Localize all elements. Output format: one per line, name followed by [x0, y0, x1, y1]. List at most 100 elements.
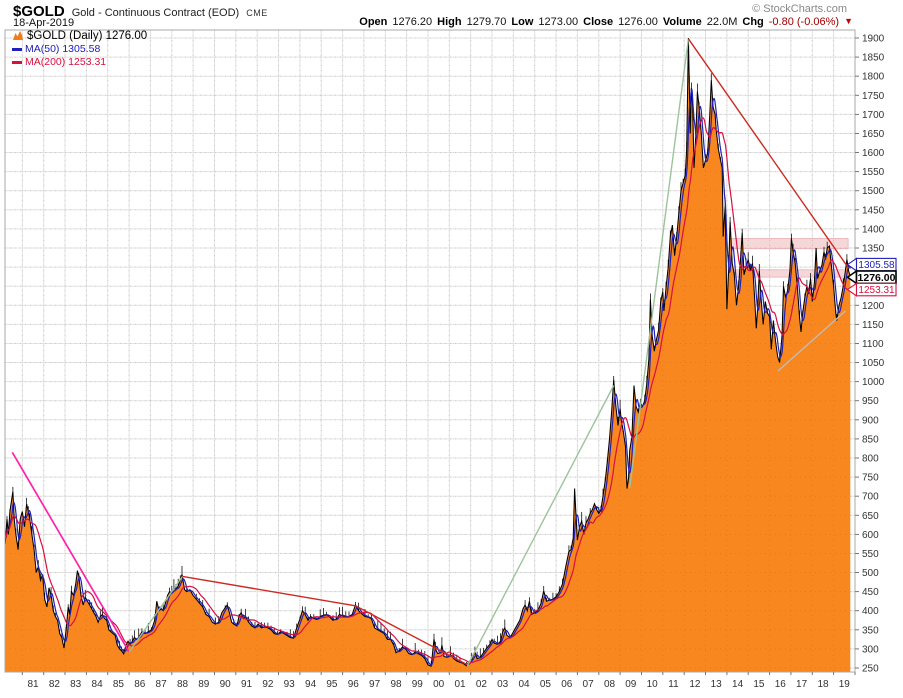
chart-legend: $GOLD (Daily) 1276.00 MA(50) 1305.58 MA(… — [12, 30, 147, 69]
svg-text:09: 09 — [625, 679, 637, 690]
downtrend-2011-2019 — [687, 38, 850, 269]
svg-text:85: 85 — [113, 679, 125, 690]
low-value: 1273.00 — [538, 16, 579, 28]
svg-text:1750: 1750 — [862, 91, 885, 102]
svg-text:1050: 1050 — [862, 358, 885, 369]
svg-text:1253.31: 1253.31 — [858, 285, 895, 296]
svg-text:1000: 1000 — [862, 377, 885, 388]
legend-ma200-label: MA(200) 1253.31 — [25, 56, 107, 68]
ma50-line-swatch — [12, 48, 22, 51]
ma200-line — [5, 117, 851, 663]
downtrend-1980-1985 — [11, 451, 130, 653]
svg-text:1700: 1700 — [862, 110, 885, 121]
svg-text:05: 05 — [540, 679, 552, 690]
svg-text:850: 850 — [862, 434, 879, 445]
high-label: High — [437, 16, 462, 28]
svg-text:1400: 1400 — [862, 224, 885, 235]
svg-text:16: 16 — [775, 679, 787, 690]
svg-text:88: 88 — [177, 679, 189, 690]
legend-price-label: $GOLD (Daily) 1276.00 — [27, 30, 148, 42]
low-label: Low — [511, 16, 534, 28]
change-down-triangle-icon: ▼ — [844, 16, 853, 26]
svg-text:03: 03 — [497, 679, 509, 690]
svg-text:93: 93 — [284, 679, 296, 690]
svg-text:08: 08 — [604, 679, 616, 690]
svg-text:14: 14 — [732, 679, 744, 690]
svg-text:500: 500 — [862, 568, 879, 579]
svg-text:17: 17 — [796, 679, 808, 690]
svg-text:1650: 1650 — [862, 129, 885, 140]
svg-text:99: 99 — [412, 679, 424, 690]
volume-label: Volume — [662, 16, 702, 28]
area-fill — [5, 38, 851, 672]
svg-text:97: 97 — [369, 679, 381, 690]
svg-text:1200: 1200 — [862, 301, 885, 312]
uptrend-2008-2011 — [629, 38, 690, 488]
svg-text:650: 650 — [862, 511, 879, 522]
quote-summary: Open 1276.20 High 1279.70 Low 1273.00 Close… — [359, 16, 853, 28]
svg-text:94: 94 — [305, 679, 317, 690]
svg-text:1305.58: 1305.58 — [858, 260, 895, 271]
svg-text:1900: 1900 — [862, 34, 885, 45]
open-label: Open — [359, 16, 388, 28]
svg-text:89: 89 — [198, 679, 210, 690]
svg-text:400: 400 — [862, 606, 879, 617]
ticker-description: Gold - Continuous Contract (EOD) — [71, 7, 240, 19]
svg-text:86: 86 — [134, 679, 146, 690]
dotted-grid-overlay — [5, 30, 855, 672]
svg-text:1550: 1550 — [862, 167, 885, 178]
svg-text:98: 98 — [390, 679, 402, 690]
copyright-text: © StockCharts.com — [752, 3, 847, 15]
legend-ma50-label: MA(50) 1305.58 — [25, 43, 101, 55]
svg-text:250: 250 — [862, 664, 879, 675]
svg-text:300: 300 — [862, 644, 879, 655]
svg-text:450: 450 — [862, 587, 879, 598]
svg-text:06: 06 — [561, 679, 573, 690]
svg-text:350: 350 — [862, 625, 879, 636]
ticker-symbol: $GOLD — [13, 3, 65, 20]
svg-text:13: 13 — [711, 679, 723, 690]
svg-text:950: 950 — [862, 396, 879, 407]
svg-text:18: 18 — [817, 679, 829, 690]
area-chart-icon — [12, 30, 24, 43]
high-value: 1279.70 — [466, 16, 507, 28]
y-axis-labels: 250 300 350 400 450 500 550 600 650 700 750 800 850 9… — [855, 34, 885, 675]
svg-text:1150: 1150 — [862, 320, 884, 331]
downtrend-1996-2001 — [355, 605, 468, 666]
svg-text:01: 01 — [454, 679, 466, 690]
chart-date: 18-Apr-2019 — [13, 17, 75, 29]
svg-text:1800: 1800 — [862, 72, 885, 83]
plot-border — [4, 29, 856, 673]
svg-text:1850: 1850 — [862, 53, 885, 64]
open-value: 1276.20 — [392, 16, 433, 28]
svg-text:15: 15 — [753, 679, 765, 690]
svg-text:81: 81 — [27, 679, 39, 690]
svg-text:1350: 1350 — [862, 244, 885, 255]
svg-text:83: 83 — [70, 679, 82, 690]
svg-text:04: 04 — [518, 679, 530, 690]
resistance-zone-upper — [729, 238, 849, 250]
svg-text:00: 00 — [433, 679, 445, 690]
svg-text:800: 800 — [862, 454, 879, 465]
svg-text:92: 92 — [262, 679, 274, 690]
svg-text:1500: 1500 — [862, 186, 885, 197]
downtrend-1988-1996 — [182, 575, 356, 607]
support-2015-2019 — [777, 310, 846, 372]
ma50-line — [5, 88, 851, 666]
exchange-label: CME — [246, 8, 268, 18]
svg-text:96: 96 — [348, 679, 360, 690]
svg-text:1276.00: 1276.00 — [858, 272, 896, 284]
svg-text:1100: 1100 — [862, 339, 884, 350]
svg-text:02: 02 — [476, 679, 488, 690]
svg-text:84: 84 — [92, 679, 104, 690]
svg-text:1600: 1600 — [862, 148, 885, 159]
chart-header: $GOLD Gold - Continuous Contract (EOD) C… — [13, 3, 268, 20]
ma200-line-swatch — [12, 61, 22, 64]
volume-value: 22.0M — [706, 16, 738, 28]
close-label: Close — [583, 16, 614, 28]
svg-text:90: 90 — [220, 679, 232, 690]
svg-text:19: 19 — [839, 679, 851, 690]
svg-text:95: 95 — [326, 679, 338, 690]
